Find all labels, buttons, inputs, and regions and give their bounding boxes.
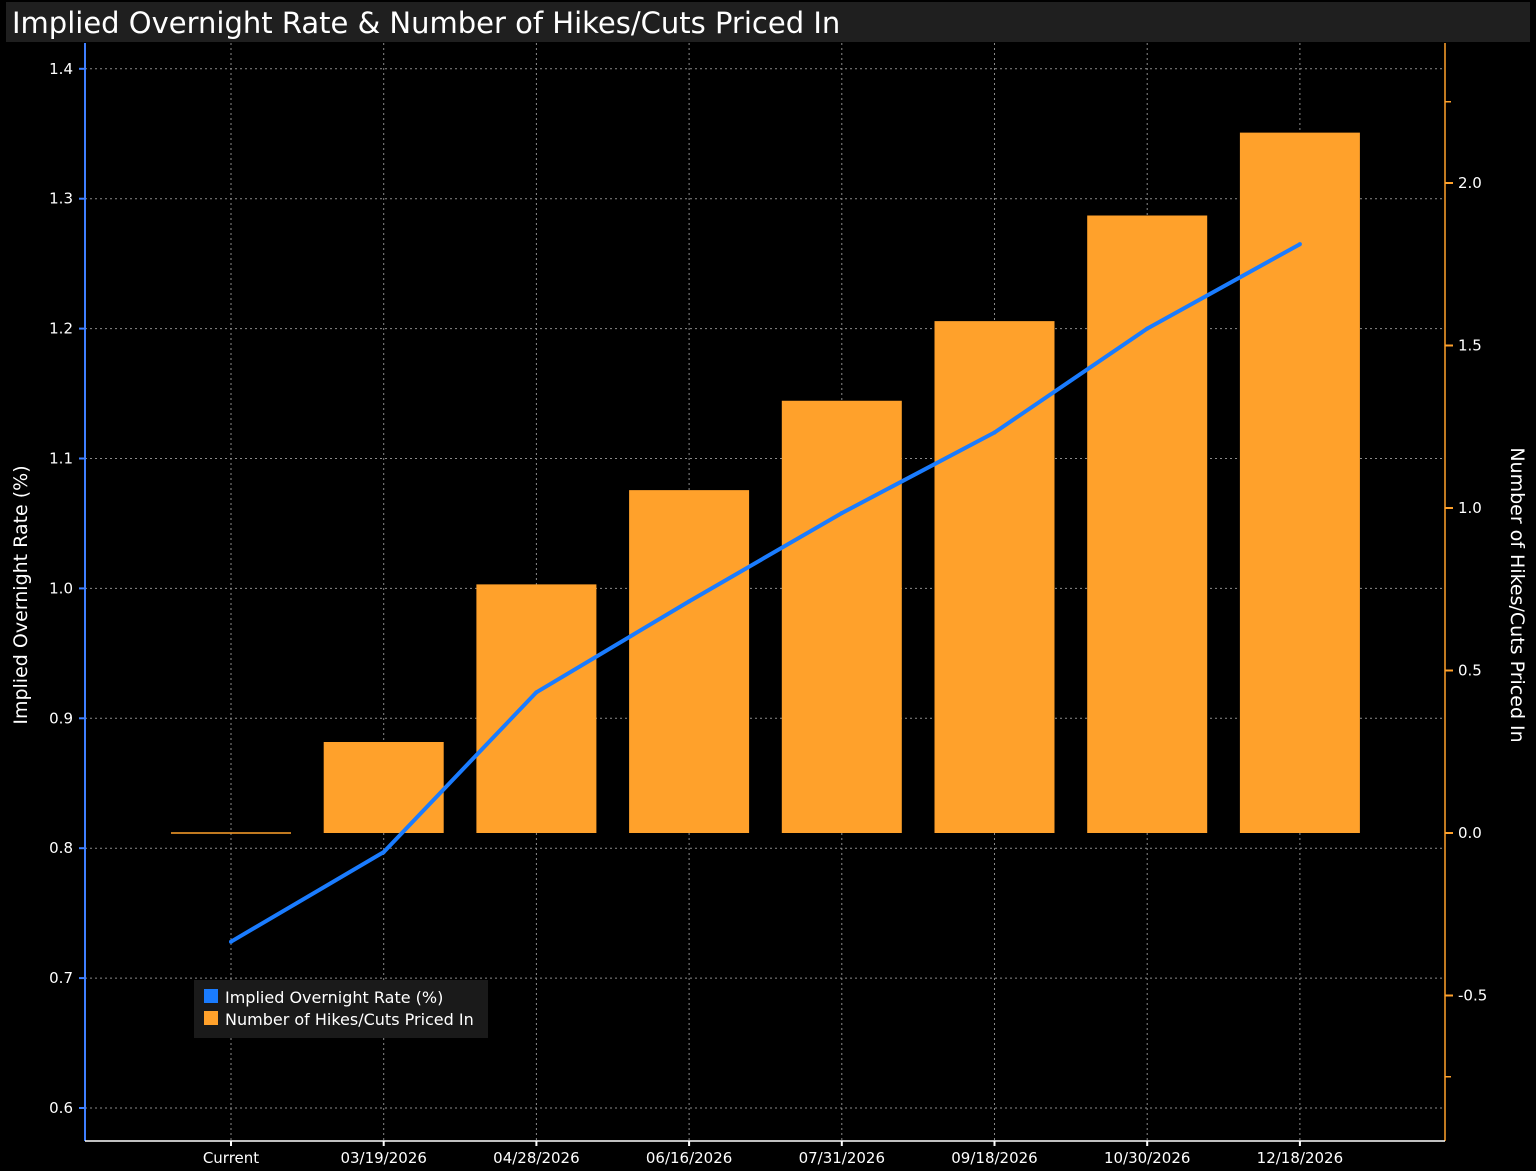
y-tick-label: 0.7 [49, 969, 73, 987]
y-tick-label: 1.3 [49, 190, 73, 208]
y-tick-label: 0.6 [49, 1099, 73, 1117]
rate-point [1297, 242, 1302, 247]
legend-label-rate: Implied Overnight Rate (%) [225, 988, 443, 1007]
rate-point [381, 850, 386, 855]
y2-tick-label: 0.0 [1458, 824, 1482, 842]
y-tick-label: 0.9 [49, 709, 73, 727]
y-tick-label: 1.1 [49, 450, 73, 468]
bar [323, 742, 444, 833]
legend-swatch-rate [204, 989, 218, 1003]
title-bar: Implied Overnight Rate & Number of Hikes… [6, 2, 1530, 42]
x-tick-label: 12/18/2026 [1257, 1149, 1343, 1167]
x-tick-label: 10/30/2026 [1104, 1149, 1190, 1167]
bar [476, 584, 597, 833]
y-axis-title: Implied Overnight Rate (%) [10, 465, 32, 724]
bar-series [171, 132, 1360, 834]
x-tick-label: 07/31/2026 [799, 1149, 885, 1167]
y-tick-label: 1.0 [49, 579, 73, 597]
rate-point [534, 690, 539, 695]
y-tick-label: 0.8 [49, 839, 73, 857]
rate-point [1145, 326, 1150, 331]
y2-tick-label: 2.0 [1458, 174, 1482, 192]
x-tick-label: 03/19/2026 [340, 1149, 426, 1167]
grid-lines [85, 43, 1445, 1141]
bar [781, 400, 902, 833]
bar [629, 490, 750, 833]
y2-tick-label: 1.5 [1458, 337, 1482, 355]
y2-tick-label: -0.5 [1458, 987, 1487, 1005]
legend-swatch-hikes [204, 1011, 218, 1025]
bar [934, 321, 1055, 833]
chart-title: Implied Overnight Rate & Number of Hikes… [12, 6, 841, 40]
bar [171, 832, 291, 834]
y-tick-label: 1.2 [49, 320, 73, 338]
bar [1087, 215, 1208, 833]
x-tick-label: 09/18/2026 [951, 1149, 1037, 1167]
line-series [229, 242, 1302, 944]
rate-point [839, 511, 844, 516]
rate-point [687, 599, 692, 604]
bar [1239, 132, 1360, 833]
y2-axis-title: Number of Hikes/Cuts Priced In [1506, 447, 1528, 742]
y-tick-label: 1.4 [49, 60, 73, 78]
legend: Implied Overnight Rate (%) Number of Hik… [194, 980, 488, 1038]
legend-label-hikes: Number of Hikes/Cuts Priced In [225, 1010, 474, 1029]
legend-background [194, 980, 488, 1038]
rate-point [992, 430, 997, 435]
y2-tick-label: 0.5 [1458, 662, 1482, 680]
x-tick-label: 06/16/2026 [646, 1149, 732, 1167]
x-tick-label: 04/28/2026 [493, 1149, 579, 1167]
rate-point [229, 939, 233, 944]
y2-tick-label: 1.0 [1458, 499, 1482, 517]
rate-line [229, 242, 1301, 944]
x-tick-label: Current [203, 1149, 259, 1167]
axes: 0.6 0.7 0.8 0.9 1.0 1.1 1.2 1.3 1.4 Current 03/19/… [49, 43, 1487, 1167]
